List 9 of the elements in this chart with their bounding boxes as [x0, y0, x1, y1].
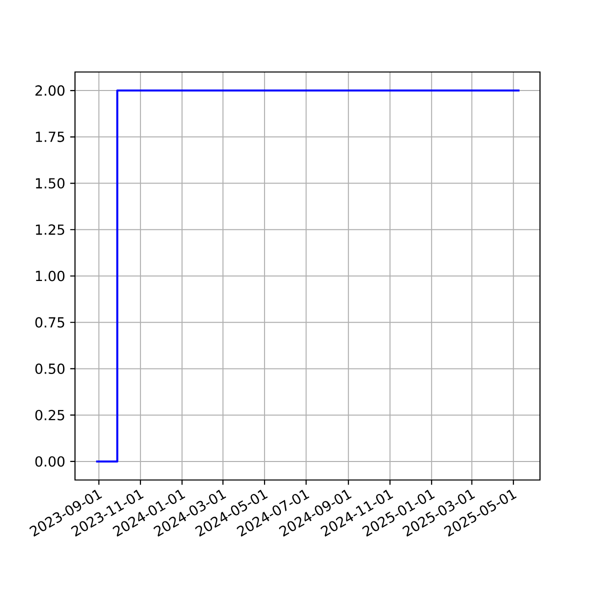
y-tick-label: 0.75 [35, 317, 64, 328]
y-tick-label: 2.00 [35, 85, 64, 96]
y-tick-label: 0.00 [35, 456, 64, 467]
y-tick-label: 1.00 [36, 270, 64, 282]
y-tick-label: 1.25 [36, 224, 64, 235]
y-tick-label: 0.25 [35, 410, 64, 420]
y-tick-label: 0.50 [35, 363, 64, 374]
y-tick-label: 1.50 [36, 178, 64, 189]
y-tick-label: 1.75 [36, 132, 64, 142]
